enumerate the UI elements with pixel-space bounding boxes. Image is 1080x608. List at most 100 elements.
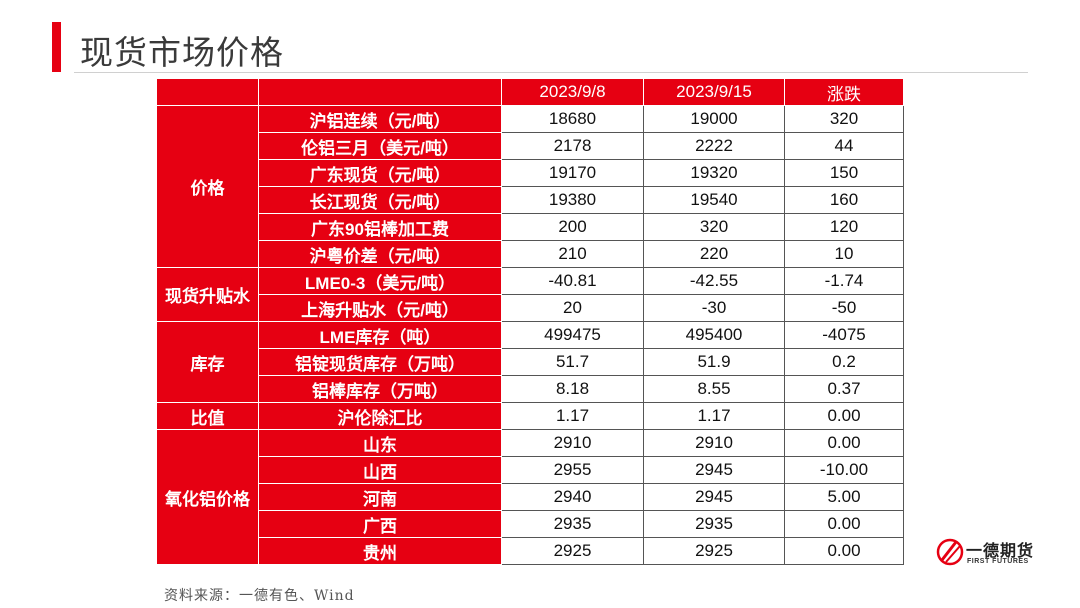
item-cell: 山西 bbox=[258, 456, 502, 484]
value-cell-date2: 2925 bbox=[643, 537, 785, 565]
value-cell-change: 44 bbox=[784, 132, 904, 160]
value-cell-change: 0.00 bbox=[784, 429, 904, 457]
table-row: 铝锭现货库存（万吨） 51.7 51.9 0.2 bbox=[157, 348, 904, 376]
category-cell: 现货升贴水 bbox=[156, 267, 259, 322]
value-cell-date1: 20 bbox=[501, 294, 644, 322]
table-row: 贵州 2925 2925 0.00 bbox=[157, 537, 904, 565]
value-cell-date1: 2940 bbox=[501, 483, 644, 511]
value-cell-date1: 210 bbox=[501, 240, 644, 268]
value-cell-date1: 18680 bbox=[501, 105, 644, 133]
table-row: 广西 2935 2935 0.00 bbox=[157, 510, 904, 538]
value-cell-change: -10.00 bbox=[784, 456, 904, 484]
table-row: 广东90铝棒加工费 200 320 120 bbox=[157, 213, 904, 241]
value-cell-date1: 2955 bbox=[501, 456, 644, 484]
header-cell-change: 涨跌 bbox=[784, 78, 904, 106]
table-row: 库存 LME库存（吨） 499475 495400 -4075 bbox=[156, 321, 904, 403]
table-row: 沪粤价差（元/吨） 210 220 10 bbox=[157, 240, 904, 268]
value-cell-date2: 2222 bbox=[643, 132, 785, 160]
value-cell-date1: 1.17 bbox=[501, 402, 644, 430]
logo-subtitle: FIRST FUTURES bbox=[967, 558, 1029, 565]
item-cell: 沪粤价差（元/吨） bbox=[258, 240, 502, 268]
value-cell-date2: 8.55 bbox=[643, 375, 785, 403]
item-cell: 伦铝三月（美元/吨） bbox=[258, 132, 502, 160]
value-cell-date1: 19170 bbox=[501, 159, 644, 187]
value-cell-date2: 51.9 bbox=[643, 348, 785, 376]
value-cell-date1: 2910 bbox=[501, 429, 644, 457]
value-cell-date2: 2935 bbox=[643, 510, 785, 538]
category-cell: 价格 bbox=[156, 105, 259, 268]
value-cell-change: -1.74 bbox=[784, 267, 904, 295]
value-cell-change: 0.37 bbox=[784, 375, 904, 403]
header-cell-category bbox=[156, 78, 259, 106]
item-cell: 广西 bbox=[258, 510, 502, 538]
value-cell-date2: 1.17 bbox=[643, 402, 785, 430]
table-row: 上海升贴水（元/吨） 20 -30 -50 bbox=[157, 294, 904, 322]
table-row: 伦铝三月（美元/吨） 2178 2222 44 bbox=[157, 132, 904, 160]
value-cell-date1: 2935 bbox=[501, 510, 644, 538]
value-cell-date2: 2945 bbox=[643, 483, 785, 511]
value-cell-change: 150 bbox=[784, 159, 904, 187]
item-cell: 上海升贴水（元/吨） bbox=[258, 294, 502, 322]
value-cell-change: 0.00 bbox=[784, 510, 904, 538]
value-cell-date2: 19320 bbox=[643, 159, 785, 187]
table-row: 广东现货（元/吨） 19170 19320 150 bbox=[157, 159, 904, 187]
table-row: 比值 沪伦除汇比 1.17 1.17 0.00 bbox=[156, 402, 904, 430]
value-cell-change: 0.00 bbox=[784, 402, 904, 430]
source-note: 资料来源：一德有色、Wind bbox=[164, 588, 355, 604]
value-cell-change: -4075 bbox=[784, 321, 904, 349]
value-cell-change: 320 bbox=[784, 105, 904, 133]
value-cell-date2: 19000 bbox=[643, 105, 785, 133]
value-cell-change: 0.2 bbox=[784, 348, 904, 376]
category-cell: 库存 bbox=[156, 321, 259, 403]
header-cell-item bbox=[258, 78, 502, 106]
value-cell-date1: 499475 bbox=[501, 321, 644, 349]
value-cell-change: 10 bbox=[784, 240, 904, 268]
table-row: 价格 沪铝连续（元/吨） 18680 19000 320 bbox=[156, 105, 904, 268]
item-cell: 广东90铝棒加工费 bbox=[258, 213, 502, 241]
item-cell: 长江现货（元/吨） bbox=[258, 186, 502, 214]
value-cell-change: 120 bbox=[784, 213, 904, 241]
title-accent-bar bbox=[52, 22, 61, 72]
value-cell-date1: 51.7 bbox=[501, 348, 644, 376]
value-cell-date2: 19540 bbox=[643, 186, 785, 214]
value-cell-date2: 2945 bbox=[643, 456, 785, 484]
value-cell-date1: 2178 bbox=[501, 132, 644, 160]
value-cell-date1: 2925 bbox=[501, 537, 644, 565]
table-row: 山西 2955 2945 -10.00 bbox=[157, 456, 904, 484]
value-cell-date1: -40.81 bbox=[501, 267, 644, 295]
value-cell-change: 5.00 bbox=[784, 483, 904, 511]
table-row: 现货升贴水 LME0-3（美元/吨） -40.81 -42.55 -1.74 bbox=[156, 267, 904, 322]
value-cell-date2: 2910 bbox=[643, 429, 785, 457]
logo-name: 一德期货 bbox=[966, 543, 1035, 560]
page-title: 现货市场价格 bbox=[80, 34, 284, 71]
item-cell: 铝锭现货库存（万吨） bbox=[258, 348, 502, 376]
table-header-row: 2023/9/8 2023/9/15 涨跌 bbox=[156, 78, 904, 106]
value-cell-date2: 320 bbox=[643, 213, 785, 241]
item-cell: 铝棒库存（万吨） bbox=[258, 375, 502, 403]
table-row: 氧化铝价格 山东 2910 2910 0.00 bbox=[156, 429, 904, 565]
value-cell-date2: 220 bbox=[643, 240, 785, 268]
value-cell-date2: -42.55 bbox=[643, 267, 785, 295]
item-cell: 贵州 bbox=[258, 537, 502, 565]
table-row: 铝棒库存（万吨） 8.18 8.55 0.37 bbox=[157, 375, 904, 403]
item-cell: 山东 bbox=[258, 429, 502, 457]
value-cell-change: -50 bbox=[784, 294, 904, 322]
company-logo-icon bbox=[936, 538, 964, 566]
value-cell-date2: 495400 bbox=[643, 321, 785, 349]
value-cell-change: 0.00 bbox=[784, 537, 904, 565]
table-row: 河南 2940 2945 5.00 bbox=[157, 483, 904, 511]
value-cell-date1: 200 bbox=[501, 213, 644, 241]
category-cell: 氧化铝价格 bbox=[156, 429, 259, 565]
value-cell-date1: 8.18 bbox=[501, 375, 644, 403]
header-cell-date2: 2023/9/15 bbox=[643, 78, 785, 106]
item-cell: LME0-3（美元/吨） bbox=[258, 267, 502, 295]
value-cell-date2: -30 bbox=[643, 294, 785, 322]
value-cell-change: 160 bbox=[784, 186, 904, 214]
item-cell: LME库存（吨） bbox=[258, 321, 502, 349]
item-cell: 沪铝连续（元/吨） bbox=[258, 105, 502, 133]
value-cell-date1: 19380 bbox=[501, 186, 644, 214]
item-cell: 广东现货（元/吨） bbox=[258, 159, 502, 187]
table-body: 价格 沪铝连续（元/吨） 18680 19000 320 伦铝三月（美元/吨） 2178 22… bbox=[156, 105, 904, 565]
item-cell: 沪伦除汇比 bbox=[258, 402, 502, 430]
category-cell: 比值 bbox=[156, 402, 259, 430]
